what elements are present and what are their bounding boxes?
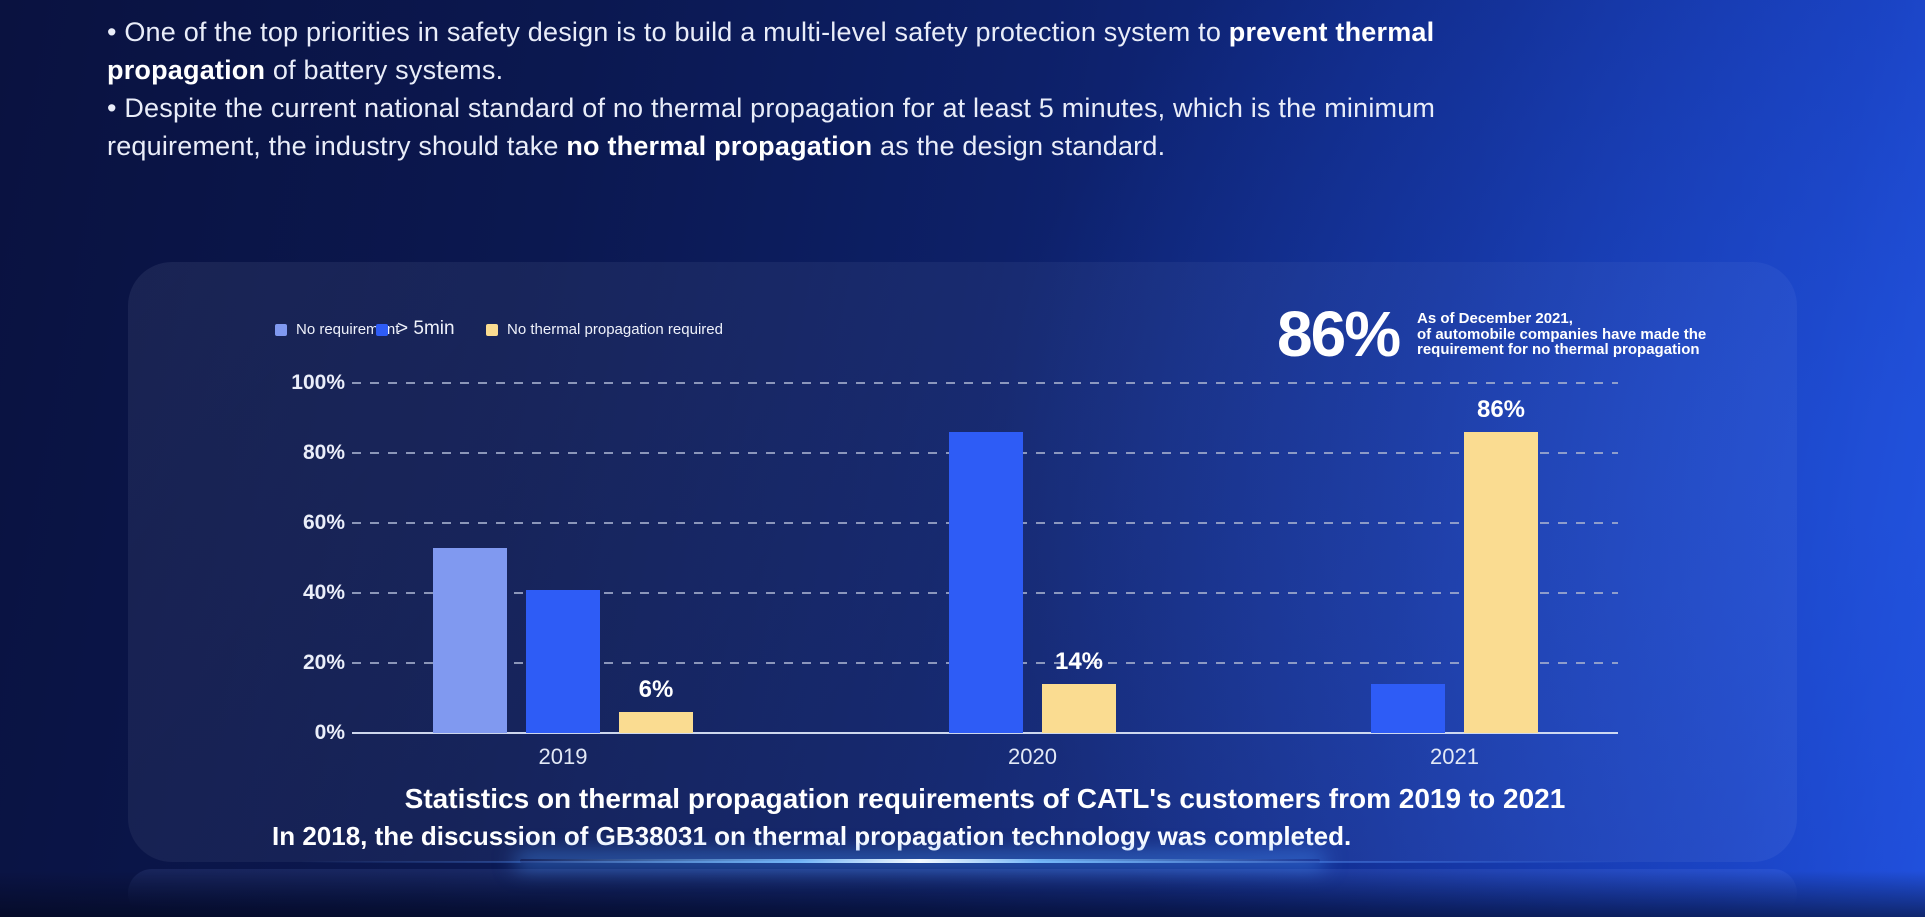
bar-2021-5min bbox=[1371, 684, 1445, 733]
x-category-label-2021: 2021 bbox=[1430, 744, 1479, 769]
intro-line: requirement, the industry should take no… bbox=[107, 131, 1166, 161]
x-category-label-2019: 2019 bbox=[538, 744, 588, 769]
bar-value-label-2021: 86% bbox=[1476, 396, 1526, 423]
bar-2020-5min bbox=[949, 432, 1023, 733]
glow-divider bbox=[520, 859, 1320, 863]
stat-description-line: requirement for no thermal propagation bbox=[1417, 341, 1700, 358]
chart-footnote: In 2018, the discussion of GB38031 on th… bbox=[272, 821, 1352, 851]
legend-swatch-blue bbox=[376, 324, 388, 336]
chart-caption: Statistics on thermal propagation requir… bbox=[404, 783, 1566, 814]
intro-line: • Despite the current national standard … bbox=[107, 93, 1436, 123]
intro-line: • One of the top priorities in safety de… bbox=[107, 17, 1435, 47]
legend-item-no-thermal-propagation: No thermal propagation required bbox=[486, 320, 723, 339]
y-tick-label-0: 0% bbox=[314, 721, 345, 744]
x-axis-line bbox=[352, 732, 1618, 734]
bar-value-label-2020: 14% bbox=[1054, 648, 1104, 675]
y-tick-label-40: 40% bbox=[302, 581, 345, 604]
y-tick-label-60: 60% bbox=[302, 511, 345, 534]
gridline-100 bbox=[352, 382, 1618, 384]
stat-86-percent: 86% bbox=[1277, 298, 1401, 370]
bar-2021-no-thermal-propagation-required bbox=[1464, 432, 1538, 733]
legend-item-no-requirement: No requirement bbox=[275, 320, 408, 339]
legend-label: No thermal propagation required bbox=[507, 321, 723, 338]
intro-line: propagation of battery systems. bbox=[107, 55, 504, 85]
x-category-label-2020: 2020 bbox=[1008, 744, 1057, 769]
legend-swatch-light-blue bbox=[275, 324, 287, 336]
stat-description: As of December 2021, of automobile compan… bbox=[1417, 311, 1847, 358]
legend-swatch-yellow bbox=[486, 324, 498, 336]
y-tick-label-100: 100% bbox=[291, 371, 345, 394]
legend-item-over-5min: > 5min bbox=[376, 318, 455, 339]
y-tick-label-80: 80% bbox=[302, 441, 345, 464]
bar-2019-no-thermal-propagation-required bbox=[619, 712, 693, 733]
bar-value-label-2019: 6% bbox=[638, 676, 674, 703]
legend-label: > 5min bbox=[397, 318, 455, 339]
bar-2020-no-thermal-propagation-required bbox=[1042, 684, 1116, 733]
y-tick-label-20: 20% bbox=[302, 651, 345, 674]
stat-description-line: of automobile companies have made the bbox=[1417, 325, 1707, 343]
intro-bullets: • One of the top priorities in safety de… bbox=[107, 13, 1747, 165]
bar-2019-no-requirement bbox=[433, 547, 507, 733]
panel-reflection bbox=[128, 869, 1797, 917]
bar-2019-5min bbox=[526, 589, 600, 733]
stat-description-line: As of December 2021, bbox=[1417, 310, 1573, 327]
legend-label: No requirement bbox=[296, 321, 400, 338]
